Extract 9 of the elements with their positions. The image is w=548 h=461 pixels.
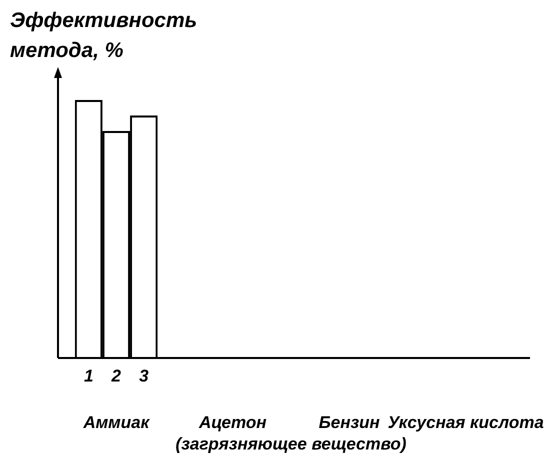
series-label: 3: [139, 366, 150, 386]
x-tick-label: Ацетон: [198, 412, 267, 432]
x-tick-label: Аммиак: [82, 412, 151, 432]
x-axis-title: (загрязняющее вещество): [176, 434, 407, 454]
x-tick-label: Бензин: [318, 412, 380, 432]
series-label: 2: [110, 366, 122, 386]
x-tick-label: Уксусная кислота: [388, 412, 544, 432]
series-label: 1: [84, 366, 94, 386]
y-axis-title: Эффективность метода, %: [10, 8, 198, 64]
